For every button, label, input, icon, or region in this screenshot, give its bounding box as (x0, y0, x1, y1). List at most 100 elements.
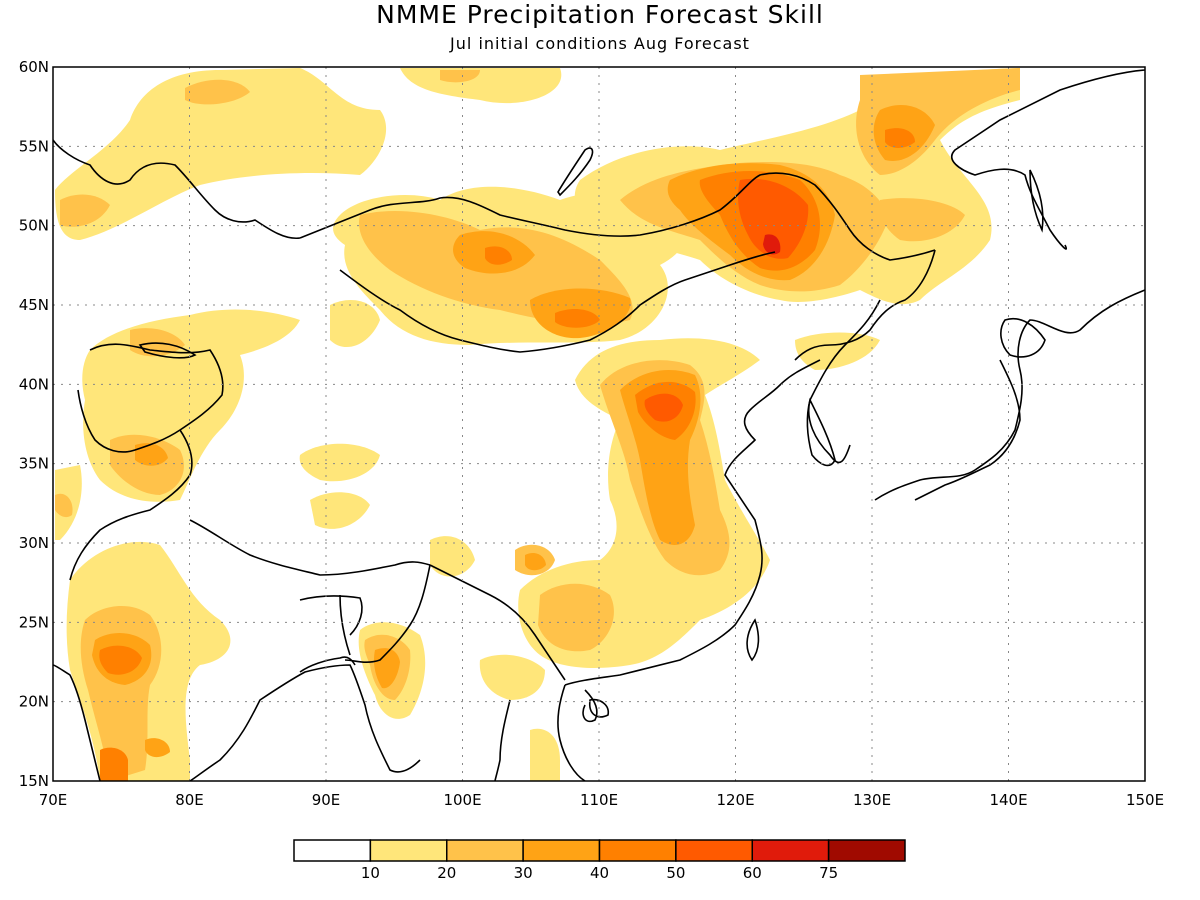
skill-region (55, 493, 73, 518)
legend-swatch (369, 839, 448, 862)
skill-region (885, 128, 915, 148)
skill-region (99, 645, 142, 675)
skill-region (430, 536, 475, 577)
legend-label: 75 (819, 864, 838, 882)
coastline (189, 664, 421, 781)
lon-tick-label: 80E (175, 791, 204, 809)
skill-region (525, 553, 546, 571)
lat-tick-label: 30N (19, 534, 49, 552)
hokkaido (1000, 318, 1046, 358)
skill-region (479, 654, 545, 700)
legend-label: 50 (666, 864, 685, 882)
lon-tick-label: 90E (312, 791, 341, 809)
skill-region (135, 443, 168, 466)
coastline (557, 684, 586, 781)
coastline (582, 689, 598, 723)
coastline (874, 289, 1145, 501)
skill-region (879, 198, 965, 242)
lon-tick-label: 110E (580, 791, 618, 809)
lon-tick-label: 120E (716, 791, 754, 809)
skill-region (485, 246, 512, 265)
border (189, 519, 431, 576)
skill-region (644, 393, 683, 422)
border (339, 594, 351, 656)
chart-title: NMME Precipitation Forecast Skill (376, 0, 824, 29)
lat-tick-label: 35N (19, 455, 49, 473)
coastline (53, 664, 101, 781)
skill-region (100, 747, 128, 781)
chart-subtitle: Jul initial conditions Aug Forecast (450, 34, 750, 53)
coastline (807, 299, 881, 464)
plot-frame (52, 66, 1146, 782)
legend-swatch (675, 839, 753, 862)
color-legend: 10 20 30 40 50 60 75 (293, 839, 906, 882)
japan (914, 359, 1021, 501)
border (344, 564, 431, 663)
lon-tick-label: 140E (989, 791, 1027, 809)
lake-balkhash (138, 342, 197, 359)
lat-tick-label: 55N (19, 137, 49, 155)
lon-tick-label: 70E (39, 791, 68, 809)
legend-label: 20 (437, 864, 456, 882)
skill-region (299, 443, 380, 482)
hainan (588, 698, 610, 718)
legend-swatch (522, 839, 601, 862)
lon-tick-label: 130E (853, 791, 891, 809)
coastline (494, 699, 511, 781)
coastlines-and-borders (53, 69, 1145, 781)
sakhalin (1029, 169, 1044, 233)
legend-swatch (293, 839, 372, 862)
border (299, 172, 936, 261)
legend-label: 30 (514, 864, 533, 882)
skill-region (530, 728, 560, 781)
lat-tick-label: 50N (19, 217, 49, 235)
lon-tick-label: 100E (443, 791, 481, 809)
skill-region (55, 68, 387, 240)
grid (53, 67, 1145, 781)
lat-tick-label: 40N (19, 375, 49, 393)
border (69, 429, 193, 581)
lat-tick-label: 20N (19, 693, 49, 711)
skill-region (60, 194, 110, 227)
lon-tick-label: 150E (1126, 791, 1164, 809)
legend-swatch (446, 839, 524, 862)
lake-baikal (557, 147, 594, 197)
korea (806, 397, 836, 467)
latitude-axis: 15N 20N 25N 30N 35N 40N 45N 50N 55N 60N (19, 58, 49, 790)
legend-label: 60 (743, 864, 762, 882)
skill-region (310, 492, 370, 529)
legend-label: 10 (361, 864, 380, 882)
border (339, 251, 776, 353)
coastline (53, 139, 301, 240)
lat-tick-label: 15N (19, 772, 49, 790)
legend-swatch (751, 839, 830, 862)
skill-region (145, 738, 170, 758)
legend-swatch (598, 839, 677, 862)
coastline (299, 656, 356, 673)
skill-region (795, 332, 880, 370)
coastline (564, 359, 821, 686)
lat-tick-label: 60N (19, 58, 49, 76)
skill-region (763, 234, 781, 255)
border (77, 343, 224, 453)
skill-region (440, 70, 480, 83)
skill-region (330, 300, 380, 348)
border (299, 595, 363, 636)
skill-region (400, 68, 562, 104)
border (429, 564, 566, 681)
skill-region (737, 178, 809, 259)
legend-label: 40 (590, 864, 609, 882)
border (794, 249, 936, 361)
skill-shading (55, 68, 1020, 781)
skill-region (185, 79, 250, 105)
skill-region (555, 309, 600, 328)
taiwan (746, 618, 760, 662)
skill-region (538, 583, 614, 652)
legend-swatch (827, 839, 906, 862)
coastline (951, 69, 1145, 250)
longitude-axis: 70E 80E 90E 100E 110E 120E 130E 140E 150E (39, 791, 1164, 809)
lat-tick-label: 45N (19, 296, 49, 314)
lat-tick-label: 25N (19, 613, 49, 631)
skill-region (373, 648, 400, 689)
